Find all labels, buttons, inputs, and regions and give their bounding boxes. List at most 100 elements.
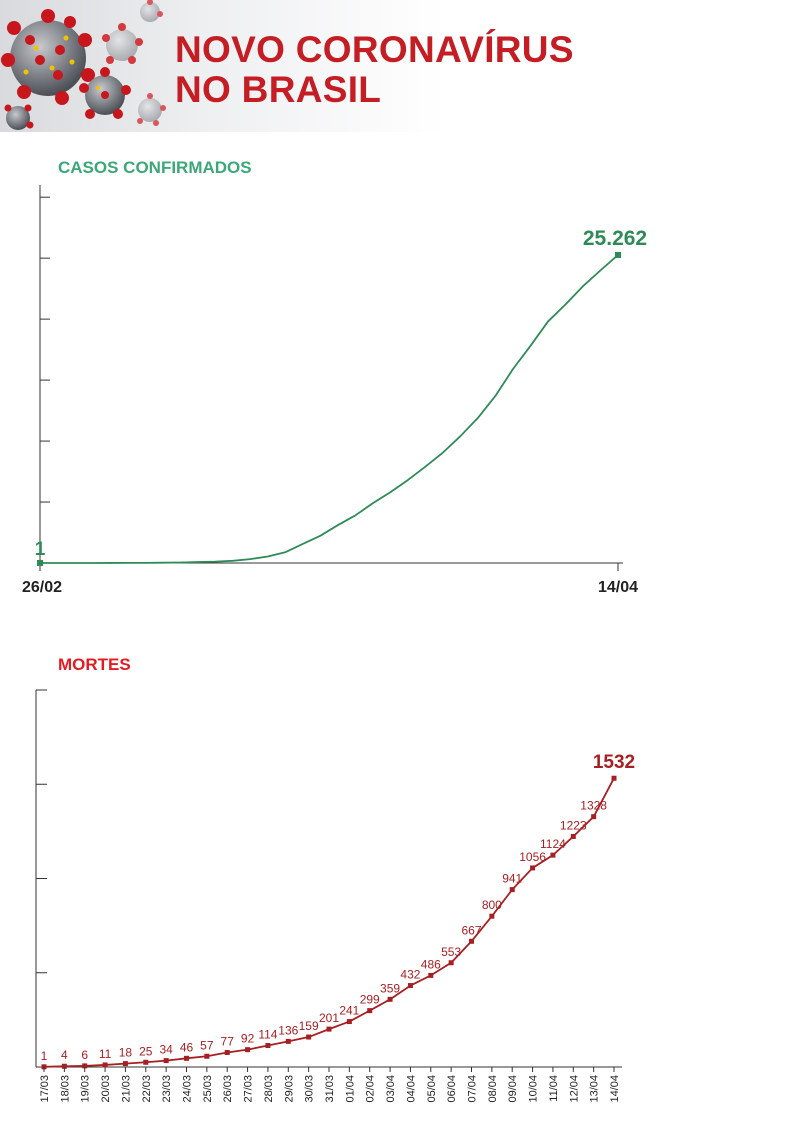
x-tick-label: 18/03 xyxy=(59,1075,71,1103)
data-label: 6 xyxy=(81,1048,88,1062)
x-tick-label: 02/04 xyxy=(365,1075,377,1103)
x-tick-label: 26/03 xyxy=(222,1075,234,1103)
data-point-marker xyxy=(245,1047,251,1053)
x-tick-label-start: 26/02 xyxy=(22,579,62,596)
cases-line-chart: 1 25.262 26/02 14/04 xyxy=(22,185,647,596)
x-tick-label: 04/04 xyxy=(405,1075,417,1103)
x-tick-label: 12/04 xyxy=(568,1075,580,1103)
first-value-label: 1 xyxy=(35,539,46,560)
title-line-1: NOVO CORONAVÍRUS xyxy=(175,29,574,70)
data-label: 92 xyxy=(241,1032,255,1046)
header-banner: NOVO CORONAVÍRUS NO BRASIL xyxy=(0,0,810,132)
data-point-marker xyxy=(428,972,434,978)
data-point-marker xyxy=(550,852,556,858)
data-point-marker xyxy=(163,1058,169,1064)
data-label: 1124 xyxy=(540,837,566,851)
x-tick-label: 06/04 xyxy=(446,1075,458,1103)
last-value-label: 25.262 xyxy=(583,227,647,250)
x-tick-label: 25/03 xyxy=(202,1075,214,1103)
data-label: 359 xyxy=(380,981,400,995)
data-label: 34 xyxy=(159,1043,173,1057)
data-label: 1056 xyxy=(519,850,546,864)
data-point-marker xyxy=(102,1062,108,1068)
data-label: 46 xyxy=(180,1040,194,1054)
data-label: 941 xyxy=(502,872,522,886)
x-tick-label: 20/03 xyxy=(100,1075,112,1103)
x-tick-label: 05/04 xyxy=(426,1075,438,1103)
x-tick-label: 29/03 xyxy=(283,1075,295,1103)
data-point-marker xyxy=(82,1063,88,1069)
data-point-marker xyxy=(509,887,515,893)
data-point-marker xyxy=(326,1026,332,1032)
last-point-marker xyxy=(615,251,621,258)
x-tick-label: 23/03 xyxy=(161,1075,173,1103)
data-label: 299 xyxy=(360,993,380,1007)
data-point-marker xyxy=(469,938,474,944)
x-tick-label: 30/03 xyxy=(304,1075,316,1103)
x-tick-label: 21/03 xyxy=(120,1075,132,1103)
data-point-marker xyxy=(265,1043,271,1049)
data-point-marker xyxy=(41,1064,47,1070)
data-label: 667 xyxy=(461,923,481,937)
x-tick-label: 01/04 xyxy=(344,1075,356,1103)
data-point-marker xyxy=(448,960,454,966)
x-tick-label: 09/04 xyxy=(507,1075,519,1103)
data-point-marker xyxy=(204,1053,210,1059)
x-tick-label: 14/04 xyxy=(609,1075,621,1103)
data-label: 1 xyxy=(41,1049,48,1063)
data-label: 1532 xyxy=(593,752,635,773)
x-tick-label: 31/03 xyxy=(324,1075,336,1103)
data-label: 136 xyxy=(278,1023,298,1037)
data-point-marker xyxy=(367,1008,373,1014)
data-point-marker xyxy=(184,1055,189,1061)
data-label: 57 xyxy=(200,1038,214,1052)
x-tick-label: 28/03 xyxy=(263,1075,275,1103)
data-point-marker xyxy=(591,814,597,820)
data-label: 1223 xyxy=(560,818,587,832)
data-label: 18 xyxy=(119,1046,133,1060)
data-label: 800 xyxy=(482,898,502,912)
data-point-marker xyxy=(285,1038,291,1044)
data-point-marker xyxy=(306,1034,312,1040)
deaths-chart-title: MORTES xyxy=(58,655,131,674)
deaths-line-chart: 1 17/03 4 18/03 6 19/03 11 20/03 18 21/03 25 22/03 3… xyxy=(35,689,635,1103)
data-label: 241 xyxy=(339,1004,359,1018)
x-tick-label: 08/04 xyxy=(487,1075,499,1103)
data-label: 4 xyxy=(61,1048,68,1062)
first-point-marker xyxy=(37,559,43,566)
x-tick-label: 10/04 xyxy=(528,1075,540,1103)
data-label: 201 xyxy=(319,1011,339,1025)
cases-chart-title: CASOS CONFIRMADOS xyxy=(58,158,252,177)
coronavirus-illustration xyxy=(1,0,166,130)
x-tick-label: 19/03 xyxy=(80,1075,92,1103)
data-point-marker xyxy=(611,775,617,781)
data-label: 159 xyxy=(299,1019,319,1033)
data-label: 432 xyxy=(400,968,420,982)
data-point-marker xyxy=(570,833,576,839)
data-label: 114 xyxy=(258,1028,277,1042)
data-point-marker xyxy=(143,1059,149,1065)
data-point-marker xyxy=(224,1049,230,1055)
data-label: 77 xyxy=(221,1034,235,1048)
x-tick-label: 13/04 xyxy=(589,1075,601,1103)
x-tick-label: 07/04 xyxy=(467,1075,479,1103)
cases-series-line xyxy=(40,254,619,564)
data-point-marker xyxy=(61,1063,67,1069)
data-point-marker xyxy=(387,996,393,1002)
data-point-marker xyxy=(407,983,413,989)
data-label: 11 xyxy=(99,1047,112,1061)
x-tick-label: 03/04 xyxy=(385,1075,397,1103)
data-point-marker xyxy=(346,1019,352,1025)
data-point-marker xyxy=(489,913,495,919)
title-line-2: NO BRASIL xyxy=(175,69,382,110)
x-tick-label: 17/03 xyxy=(39,1075,51,1103)
data-point-marker xyxy=(530,865,536,871)
page-title: NOVO CORONAVÍRUS NO BRASIL xyxy=(175,30,574,110)
data-label: 553 xyxy=(441,945,461,959)
data-label: 486 xyxy=(421,957,441,971)
x-tick-label: 11/04 xyxy=(548,1075,560,1102)
data-point-marker xyxy=(122,1061,128,1067)
x-tick-label: 24/03 xyxy=(182,1075,194,1103)
x-tick-label-end: 14/04 xyxy=(598,579,638,596)
data-label: 1328 xyxy=(580,799,607,813)
